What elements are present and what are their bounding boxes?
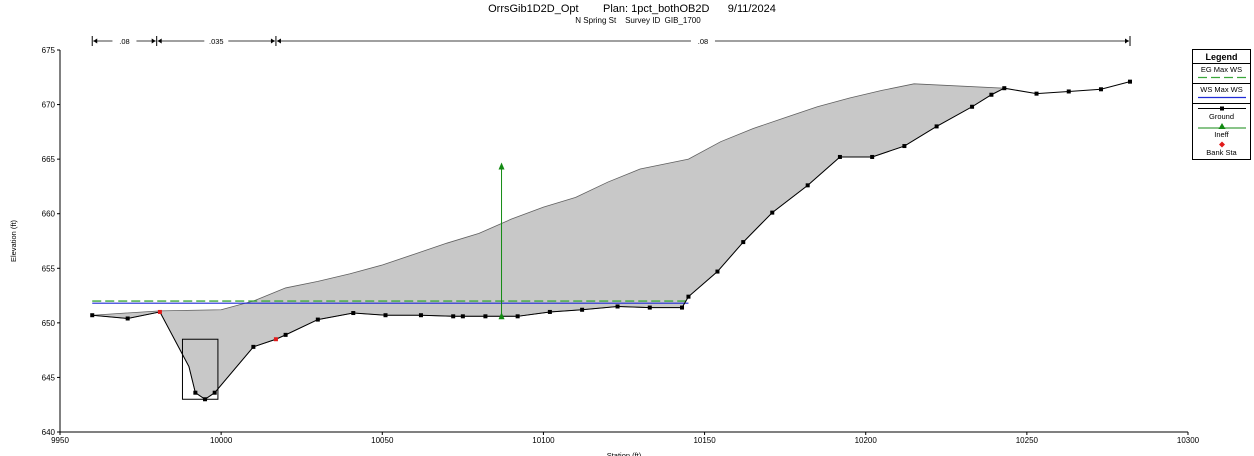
legend-swatch <box>1197 96 1246 99</box>
ground-point <box>902 144 907 149</box>
y-tick-label: 660 <box>42 210 56 219</box>
n-label-bg <box>690 36 715 45</box>
legend-label: Ineff <box>1214 130 1229 139</box>
ground-point <box>418 313 423 318</box>
ground-point <box>90 313 95 318</box>
title-block: OrrsGib1D2D_Opt Plan: 1pct_bothOB2D 9/11… <box>0 3 1254 25</box>
chart-title: OrrsGib1D2D_Opt Plan: 1pct_bothOB2D 9/11… <box>488 3 776 15</box>
legend-label: Ground <box>1208 112 1235 121</box>
ground-point <box>212 390 217 395</box>
n-arrow-right <box>270 38 275 44</box>
ground-point <box>1098 87 1103 92</box>
ground-point <box>741 240 746 245</box>
ground-point <box>615 304 620 309</box>
y-tick-label: 645 <box>42 373 56 382</box>
culvert-box <box>181 338 219 400</box>
x-tick-label: 10050 <box>371 436 394 445</box>
x-tick-label: 10250 <box>1016 436 1039 445</box>
ground-point <box>515 314 520 319</box>
ground-point <box>970 104 975 109</box>
ground-point <box>647 305 652 310</box>
legend-label: WS Max WS <box>1200 85 1243 94</box>
legend-label: EG Max WS <box>1200 65 1243 74</box>
ground-point <box>934 124 939 129</box>
ground-point <box>193 390 198 395</box>
ground-point <box>580 307 585 312</box>
y-tick-label: 665 <box>42 155 56 164</box>
y-axis-title: Elevation (ft) <box>9 219 18 262</box>
legend-items: EG Max WS WS Max WS Ground Ineff Bank Sta <box>1193 64 1250 159</box>
flow-area <box>92 83 1006 400</box>
x-tick-label: 10000 <box>210 436 233 445</box>
ground-line <box>92 81 1131 400</box>
ground-point <box>1127 79 1132 84</box>
ineff-bottom-marker <box>498 312 505 320</box>
legend-swatch <box>1197 106 1246 111</box>
legend-item-ws-max-ws: WS Max WS <box>1193 83 1250 103</box>
legend-swatch <box>1218 141 1225 148</box>
legend-label: Bank Sta <box>1206 148 1237 157</box>
y-tick-label: 640 <box>42 428 56 437</box>
n-arrow-right <box>151 38 156 44</box>
n-arrow-right <box>1124 38 1129 44</box>
legend-item-ground: Ground <box>1193 103 1250 123</box>
ground-point <box>870 154 875 159</box>
ground-point <box>805 183 810 188</box>
ground-point <box>460 314 465 319</box>
legend-swatch <box>1197 76 1246 79</box>
n-label-bg <box>204 36 229 45</box>
ground-point <box>283 332 288 337</box>
ground-point <box>1034 91 1039 96</box>
x-axis-title: Station (ft) <box>607 451 642 456</box>
bank-station-point <box>157 309 162 314</box>
ground-point <box>1002 86 1007 91</box>
n-arrow-left <box>276 38 281 44</box>
ground-point <box>251 344 256 349</box>
x-tick-label: 10150 <box>693 436 716 445</box>
ground-point <box>837 154 842 159</box>
ineff-top-marker <box>498 162 505 170</box>
ground-point <box>715 269 720 274</box>
mannings-n-label: .08 <box>119 37 129 46</box>
ground-point <box>770 210 775 215</box>
mannings-n-label: .035 <box>209 37 224 46</box>
x-tick-label: 9950 <box>51 436 69 445</box>
ground-point <box>383 313 388 318</box>
legend-title: Legend <box>1193 50 1250 64</box>
n-arrow-left <box>93 38 98 44</box>
ground-point <box>686 294 691 299</box>
bank-station-point <box>273 337 278 342</box>
mannings-n-label: .08 <box>698 37 708 46</box>
y-tick-label: 670 <box>42 101 56 110</box>
ground-point <box>547 309 552 314</box>
n-arrow-left <box>157 38 162 44</box>
ground-point <box>483 314 488 319</box>
x-tick-label: 10100 <box>532 436 555 445</box>
ground-point <box>1066 89 1071 94</box>
ground-point <box>351 311 356 316</box>
ground-point <box>680 305 685 310</box>
ground-point <box>125 316 130 321</box>
chart-subtitle: N Spring St Survey ID GIB_1700 <box>575 16 701 25</box>
x-tick-label: 10200 <box>855 436 878 445</box>
y-tick-label: 655 <box>42 264 56 273</box>
ground-point <box>451 314 456 319</box>
ground-point <box>989 92 994 97</box>
legend-item-bank-sta: Bank Sta <box>1193 141 1250 159</box>
y-tick-label: 650 <box>42 319 56 328</box>
legend: Legend EG Max WS WS Max WS Ground Ineff Bank… <box>1192 49 1251 160</box>
ground-point <box>203 397 208 402</box>
ground-point <box>315 317 320 322</box>
legend-swatch <box>1197 123 1246 129</box>
legend-item-ineff: Ineff <box>1193 123 1250 141</box>
y-tick-label: 675 <box>42 46 56 55</box>
legend-item-eg-max-ws: EG Max WS <box>1193 64 1250 83</box>
x-tick-label: 10300 <box>1177 436 1200 445</box>
n-label-bg <box>112 36 137 45</box>
